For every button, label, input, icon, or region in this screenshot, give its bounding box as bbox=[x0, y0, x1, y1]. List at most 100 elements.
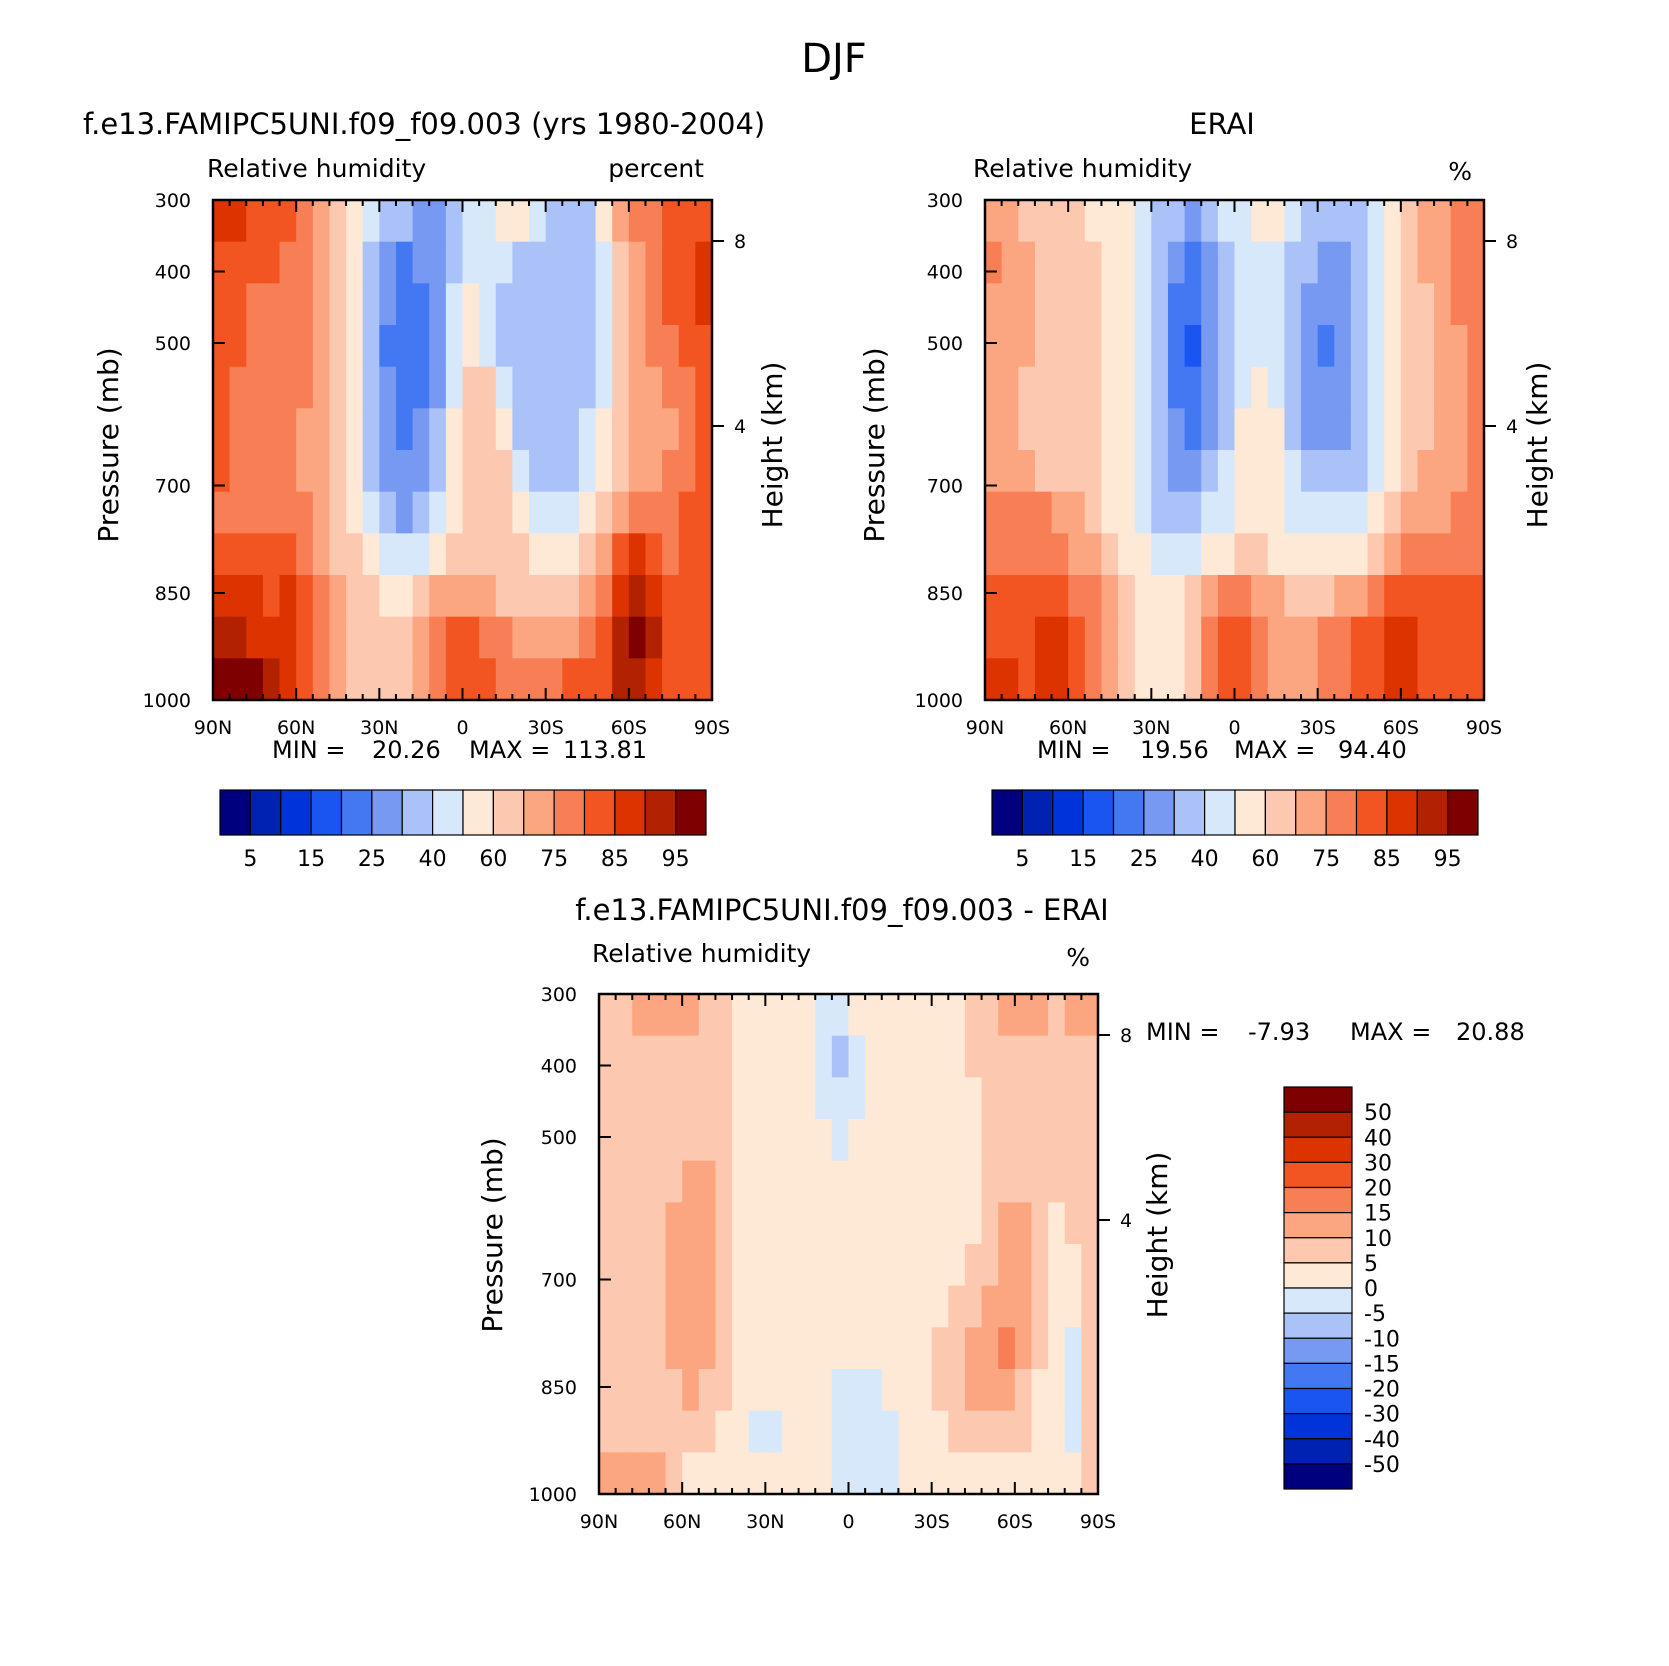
contour-cell bbox=[329, 491, 347, 534]
contour-cell bbox=[628, 575, 647, 618]
contour-cell bbox=[931, 994, 949, 1037]
colorbar-label: 5 bbox=[1364, 1252, 1378, 1277]
contour-cell bbox=[815, 1202, 833, 1245]
contour-cell bbox=[765, 1369, 783, 1412]
contour-cell bbox=[1334, 491, 1352, 534]
y-tick-label: 700 bbox=[541, 1270, 577, 1292]
contour-cell bbox=[1317, 658, 1335, 701]
contour-cell bbox=[1151, 533, 1169, 576]
contour-cell bbox=[1317, 491, 1335, 534]
contour-cell bbox=[1084, 616, 1103, 659]
contour-cell bbox=[632, 1327, 650, 1370]
colorbar-swatch bbox=[1283, 1287, 1353, 1314]
contour-cell bbox=[312, 533, 331, 576]
contour-cell bbox=[1001, 658, 1019, 701]
contour-cell bbox=[1334, 575, 1352, 618]
contour-cell bbox=[985, 283, 1003, 326]
contour-cell bbox=[296, 616, 314, 659]
contour-cell bbox=[615, 1160, 633, 1203]
contour-cell bbox=[1350, 575, 1369, 618]
contour-cell bbox=[848, 1119, 866, 1162]
contour-cell bbox=[1350, 450, 1369, 493]
contour-cell bbox=[665, 994, 683, 1037]
contour-cell bbox=[931, 1160, 949, 1203]
contour-cell bbox=[599, 1327, 617, 1370]
contour-cell bbox=[1350, 366, 1369, 409]
contour-cell bbox=[395, 366, 414, 409]
contour-cell bbox=[1184, 325, 1202, 368]
x-tick-label: 90N bbox=[966, 717, 1004, 739]
colorbar-swatch bbox=[1283, 1438, 1353, 1465]
contour-cell bbox=[346, 658, 364, 701]
contour-cell bbox=[948, 1285, 966, 1328]
contour-cell bbox=[362, 283, 380, 326]
contour-cell bbox=[1018, 658, 1036, 701]
contour-cell bbox=[1284, 408, 1302, 451]
contour-cell bbox=[462, 533, 480, 576]
contour-cell bbox=[748, 1327, 766, 1370]
contour-cell bbox=[798, 1160, 816, 1203]
colorbar-swatch bbox=[1283, 1086, 1353, 1113]
contour-cell bbox=[615, 1285, 633, 1328]
contour-cell bbox=[545, 616, 563, 659]
colorbar-swatch bbox=[401, 789, 434, 836]
contour-cell bbox=[479, 283, 497, 326]
contour-cell bbox=[732, 1285, 750, 1328]
contour-cell bbox=[545, 200, 563, 243]
contour-cell bbox=[379, 283, 397, 326]
contour-cell bbox=[1417, 283, 1435, 326]
contour-cell bbox=[1014, 1369, 1033, 1412]
contour-cell bbox=[1367, 658, 1385, 701]
contour-cell bbox=[1350, 491, 1369, 534]
contour-cell bbox=[512, 658, 530, 701]
contour-cell bbox=[229, 658, 247, 701]
contour-cell bbox=[346, 616, 364, 659]
contour-cell bbox=[329, 325, 347, 368]
panel-left-label: Relative humidity bbox=[973, 154, 1192, 183]
contour-cell bbox=[229, 325, 247, 368]
contour-cell bbox=[246, 616, 264, 659]
contour-cell bbox=[848, 1035, 866, 1078]
contour-cell bbox=[881, 1160, 899, 1203]
contour-cell bbox=[645, 491, 663, 534]
x-axis: 90N 60N 30N 0 30S 60S 90S bbox=[966, 200, 1502, 739]
contour-cell bbox=[545, 408, 563, 451]
contour-cell bbox=[1064, 994, 1082, 1037]
contour-cell bbox=[599, 1160, 617, 1203]
contour-cell bbox=[1434, 575, 1452, 618]
figure-title: DJF bbox=[801, 36, 867, 82]
contour-cell bbox=[1084, 491, 1103, 534]
contour-cell bbox=[578, 575, 597, 618]
contour-cell bbox=[1051, 533, 1069, 576]
contour-cell bbox=[1034, 241, 1053, 284]
contour-cell bbox=[1417, 325, 1435, 368]
contour-cell bbox=[898, 1327, 916, 1370]
contour-cell bbox=[1151, 658, 1169, 701]
contour-cell bbox=[279, 616, 297, 659]
contour-cell bbox=[628, 200, 647, 243]
contour-cell bbox=[798, 1369, 816, 1412]
contour-cell bbox=[815, 1119, 833, 1162]
contour-cell bbox=[682, 1202, 700, 1245]
contour-cell bbox=[429, 491, 447, 534]
contour-cell bbox=[445, 575, 464, 618]
contour-cell bbox=[1267, 450, 1285, 493]
contour-cell bbox=[1367, 283, 1385, 326]
contour-cell bbox=[312, 366, 331, 409]
contour-cell bbox=[648, 1244, 667, 1287]
contour-cell bbox=[1001, 283, 1019, 326]
contour-cell bbox=[1467, 241, 1485, 284]
contour-cell bbox=[662, 408, 680, 451]
contour-cell bbox=[985, 366, 1003, 409]
contour-cell bbox=[1434, 325, 1452, 368]
contour-cell bbox=[1084, 658, 1103, 701]
contour-cell bbox=[985, 658, 1003, 701]
min-label: MIN = bbox=[272, 736, 345, 764]
contour-cell bbox=[1384, 450, 1402, 493]
contour-cell bbox=[1367, 616, 1385, 659]
contour-cell bbox=[1048, 1285, 1066, 1328]
contour-cell bbox=[429, 616, 447, 659]
contour-cell bbox=[1434, 366, 1452, 409]
contour-cell bbox=[346, 450, 364, 493]
